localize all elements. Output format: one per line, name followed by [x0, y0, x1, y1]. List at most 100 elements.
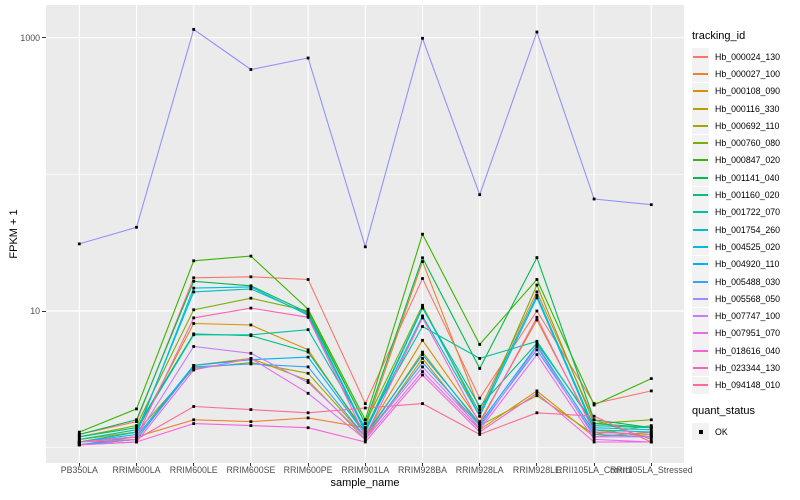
legend-key-swatch [692, 273, 709, 290]
data-point [249, 357, 253, 360]
data-point [478, 193, 482, 197]
data-point [649, 438, 653, 441]
data-point [192, 368, 196, 372]
data-point [249, 254, 253, 258]
data-point [363, 440, 367, 444]
legend-color-line [693, 107, 708, 110]
data-point [306, 278, 310, 281]
data-point [306, 348, 310, 352]
legend-item-Hb_094148_010: Hb_094148_010 [692, 376, 798, 394]
data-point [649, 389, 653, 393]
x-tick [136, 463, 137, 466]
legend: tracking_id Hb_000024_130 Hb_000027_100 Hb… [692, 30, 798, 441]
data-point [306, 365, 310, 369]
data-point [421, 353, 424, 356]
y-tick-label: 10 [30, 306, 40, 316]
data-point [478, 426, 482, 430]
legend-key-swatch [692, 100, 709, 118]
legend-title-tracking-id: tracking_id [692, 30, 746, 42]
data-point [592, 418, 596, 422]
data-point [649, 203, 653, 207]
x-tick [479, 463, 481, 466]
data-point [535, 411, 539, 415]
data-point [249, 351, 253, 355]
x-tick-label-RRII105LA_Stressed: RRII105LA_Stressed [609, 465, 693, 475]
data-point [649, 430, 653, 434]
data-point [478, 408, 482, 411]
x-tick-label-RRII105LA_Control: RRII105LA_Control [555, 465, 633, 475]
legend-key-swatch [692, 221, 709, 239]
data-point [135, 420, 138, 423]
legend-color-line [693, 263, 708, 266]
data-point [192, 345, 196, 348]
data-point [77, 433, 81, 436]
legend-key-swatch [692, 307, 709, 325]
legend-key-swatch [692, 186, 709, 204]
legend-item-label: Hb_001754_260 [715, 224, 781, 235]
data-point [249, 296, 253, 300]
data-point [421, 365, 424, 369]
legend-key-swatch [692, 48, 709, 66]
data-point [192, 333, 196, 337]
legend-key-swatch [692, 151, 709, 169]
data-point [592, 440, 596, 444]
plot-panel [46, 5, 684, 463]
data-point [135, 433, 138, 436]
data-point [192, 316, 196, 320]
legend-item-Hb_004525_020: Hb_004525_020 [692, 238, 798, 256]
data-point [421, 260, 424, 263]
data-point [478, 411, 482, 415]
data-point [306, 315, 310, 319]
legend-item-Hb_018616_040: Hb_018616_040 [692, 342, 798, 360]
data-point [592, 438, 596, 441]
data-point [535, 309, 539, 313]
data-point [192, 367, 196, 370]
data-point [77, 438, 81, 441]
data-point [535, 389, 539, 393]
data-point [478, 405, 482, 408]
data-point [592, 403, 596, 407]
data-point [306, 426, 310, 430]
quant-status-item: OK [692, 423, 798, 441]
data-point [249, 420, 253, 423]
data-point [535, 30, 539, 34]
data-point [306, 416, 310, 420]
data-point [478, 428, 482, 432]
x-tick [650, 463, 652, 466]
data-point [592, 414, 596, 418]
legend-color-line [693, 55, 708, 58]
data-point [649, 424, 653, 427]
data-point [649, 377, 653, 380]
legend-color-line [693, 124, 708, 127]
data-point [421, 232, 424, 236]
data-point [421, 316, 424, 320]
data-point [249, 287, 253, 291]
data-point [77, 440, 81, 444]
x-tick-label-RRIM600LE: RRIM600LE [169, 465, 218, 475]
x-tick-label-RRIM928LA: RRIM928LA [455, 465, 504, 475]
legend-item-label: Hb_000116_330 [715, 103, 780, 114]
data-point [249, 285, 253, 289]
legend-key-swatch [692, 324, 709, 342]
x-tick [422, 463, 423, 466]
legend-key-swatch [692, 342, 709, 360]
data-point [421, 303, 424, 307]
data-point [421, 370, 424, 373]
legend-color-line [693, 366, 708, 369]
data-point [135, 407, 138, 411]
data-point [77, 443, 81, 447]
data-point [77, 435, 81, 439]
y-tick [42, 37, 46, 39]
data-point [535, 318, 539, 322]
data-point [249, 323, 253, 327]
data-point [306, 381, 310, 384]
data-point [306, 350, 310, 354]
data-point [249, 408, 253, 411]
x-tick-label-RRIM600LA: RRIM600LA [112, 465, 161, 475]
legend-key-swatch [692, 82, 709, 100]
data-point [421, 373, 424, 377]
y-tick [42, 310, 46, 312]
legend-item-label: Hb_000760_080 [715, 138, 781, 149]
data-point [249, 275, 253, 279]
